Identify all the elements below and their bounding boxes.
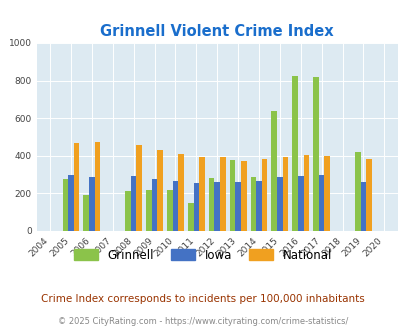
Bar — [250, 178, 256, 231]
Bar — [89, 178, 94, 231]
Text: Crime Index corresponds to incidents per 100,000 inhabitants: Crime Index corresponds to incidents per… — [41, 294, 364, 304]
Bar — [297, 176, 303, 231]
Bar — [354, 152, 360, 231]
Legend: Grinnell, Iowa, National: Grinnell, Iowa, National — [69, 244, 336, 266]
Bar — [62, 179, 68, 231]
Bar — [136, 145, 142, 231]
Bar — [74, 143, 79, 231]
Text: © 2025 CityRating.com - https://www.cityrating.com/crime-statistics/: © 2025 CityRating.com - https://www.city… — [58, 317, 347, 326]
Bar — [229, 159, 235, 231]
Bar — [178, 154, 183, 231]
Bar — [146, 190, 151, 231]
Bar — [68, 175, 74, 231]
Bar — [292, 76, 297, 231]
Bar — [276, 178, 282, 231]
Bar — [303, 155, 309, 231]
Bar — [318, 175, 324, 231]
Bar — [256, 181, 261, 231]
Bar — [83, 195, 89, 231]
Bar — [261, 159, 267, 231]
Bar — [324, 156, 329, 231]
Bar — [240, 161, 246, 231]
Bar — [157, 150, 163, 231]
Bar — [199, 157, 204, 231]
Bar — [214, 182, 220, 231]
Bar — [125, 191, 130, 231]
Bar — [312, 77, 318, 231]
Bar — [360, 182, 365, 231]
Bar — [282, 157, 288, 231]
Bar — [235, 182, 240, 231]
Bar — [151, 179, 157, 231]
Bar — [130, 177, 136, 231]
Bar — [365, 159, 371, 231]
Bar — [94, 142, 100, 231]
Title: Grinnell Violent Crime Index: Grinnell Violent Crime Index — [100, 24, 333, 39]
Bar — [271, 111, 276, 231]
Bar — [208, 178, 214, 231]
Bar — [220, 157, 225, 231]
Bar — [193, 183, 199, 231]
Bar — [166, 190, 172, 231]
Bar — [188, 203, 193, 231]
Bar — [172, 181, 178, 231]
